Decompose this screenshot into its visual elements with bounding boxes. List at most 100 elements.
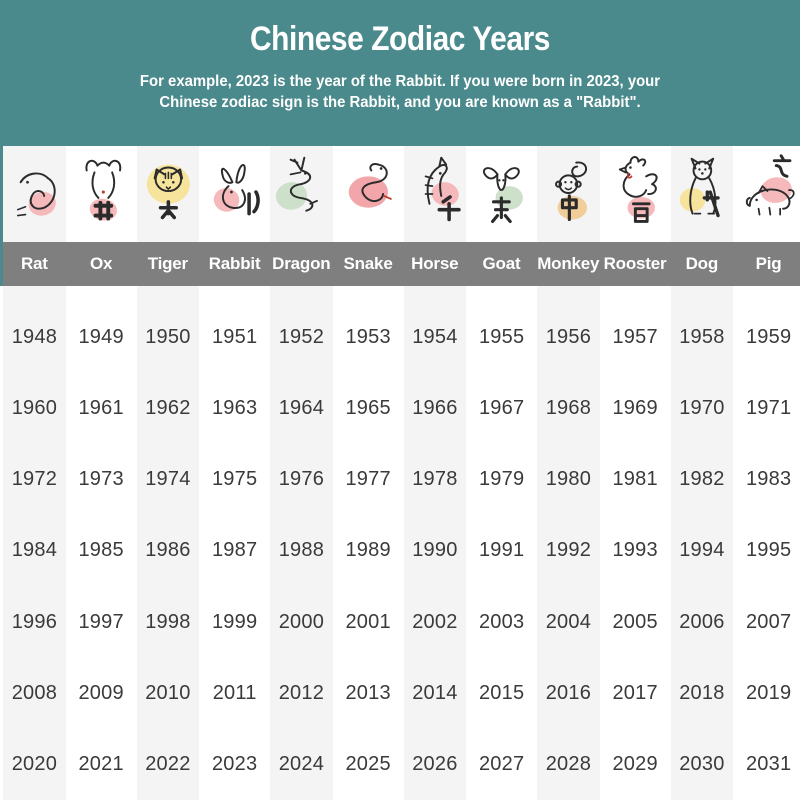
ox-icon [85, 159, 121, 221]
year-cell-rat-2020: 2020 [11, 752, 58, 775]
illustrations-row [0, 146, 800, 242]
year-cell-tiger-1998: 1998 [145, 610, 191, 633]
column-header-rooster: Rooster [603, 254, 667, 273]
year-cell-tiger-1974: 1974 [145, 468, 191, 491]
year-cell-ox-1973: 1973 [78, 468, 124, 491]
year-cell-dragon-1964: 1964 [278, 397, 325, 420]
year-cell-dog-1958: 1958 [679, 326, 725, 349]
column-header-horse: Horse [411, 254, 459, 273]
rooster-icon [618, 156, 658, 223]
zodiac-names-band: Rat Ox Tiger Rabbit Dragon Snake Horse Goat Monk… [0, 242, 800, 286]
year-cell-ox-2009: 2009 [78, 681, 124, 704]
year-cell-horse-2002: 2002 [412, 610, 458, 633]
year-cell-tiger-2022: 2022 [145, 752, 191, 775]
year-cell-rooster-1981: 1981 [612, 468, 658, 491]
year-cell-rooster-2017: 2017 [612, 681, 658, 704]
year-cell-monkey-1956: 1956 [545, 326, 592, 349]
year-cell-rooster-1969: 1969 [612, 397, 658, 420]
year-cell-rat-1972: 1972 [11, 468, 58, 491]
snake-illustration [337, 146, 400, 242]
year-cell-goat-1967: 1967 [478, 397, 525, 420]
snake-year-column: 1953 1965 1977 1989 2001 2013 2025 [337, 286, 400, 800]
year-cell-snake-2025: 2025 [345, 752, 391, 775]
year-cell-rabbit-1987: 1987 [211, 539, 258, 562]
year-cell-rat-1960: 1960 [11, 397, 58, 420]
column-header-goat: Goat [482, 254, 521, 273]
rat-icon [16, 172, 56, 217]
year-cell-dog-1970: 1970 [679, 397, 725, 420]
year-cell-ox-1961: 1961 [78, 397, 124, 420]
rabbit-year-column: 1951 1963 1975 1987 1999 2011 2023 [203, 286, 266, 800]
year-cell-horse-1966: 1966 [412, 397, 458, 420]
goat-illustration [470, 146, 533, 242]
year-cell-pig-2019: 2019 [745, 681, 792, 704]
year-cell-rat-2008: 2008 [11, 681, 58, 704]
year-cell-goat-1955: 1955 [478, 326, 525, 349]
year-cell-monkey-2004: 2004 [545, 610, 592, 633]
year-cell-dragon-2024: 2024 [278, 752, 325, 775]
year-cell-ox-1997: 1997 [78, 610, 124, 633]
ox-year-column: 1949 1961 1973 1985 1997 2009 2021 [70, 286, 133, 800]
year-cell-rooster-1957: 1957 [612, 326, 658, 349]
year-cell-rat-1948: 1948 [11, 326, 58, 349]
year-cell-goat-1979: 1979 [478, 468, 525, 491]
year-cell-dog-1994: 1994 [679, 539, 725, 562]
year-cell-pig-1995: 1995 [745, 539, 792, 562]
year-cell-dragon-1976: 1976 [278, 468, 325, 491]
year-cell-rooster-2005: 2005 [612, 610, 658, 633]
column-header-dog: Dog [685, 254, 719, 273]
year-cell-rabbit-1951: 1951 [211, 326, 258, 349]
snake-icon [348, 163, 392, 208]
subtitle-line-2: Chinese zodiac sign is the Rabbit, and y… [159, 94, 641, 111]
year-cell-pig-1983: 1983 [745, 468, 792, 491]
year-cell-snake-1989: 1989 [345, 539, 391, 562]
rabbit-illustration [203, 146, 266, 242]
year-cell-pig-2031: 2031 [745, 752, 792, 775]
year-cell-snake-1953: 1953 [345, 326, 391, 349]
year-cell-pig-2007: 2007 [745, 610, 792, 633]
column-header-pig: Pig [755, 254, 782, 273]
tiger-illustration [136, 146, 200, 242]
column-header-snake: Snake [343, 254, 393, 273]
year-cell-goat-2003: 2003 [478, 610, 525, 633]
year-cell-goat-2027: 2027 [478, 752, 525, 775]
year-cell-tiger-1962: 1962 [145, 397, 191, 420]
rat-illustration [3, 146, 66, 242]
year-cell-ox-2021: 2021 [78, 752, 124, 775]
year-cell-snake-2001: 2001 [345, 610, 391, 633]
ox-illustration [70, 146, 133, 242]
column-header-tiger: Tiger [147, 254, 188, 273]
year-cell-rat-1984: 1984 [11, 539, 58, 562]
year-cell-tiger-2010: 2010 [145, 681, 191, 704]
goat-icon [483, 167, 524, 224]
year-cell-rabbit-1963: 1963 [211, 397, 258, 420]
pig-icon [746, 154, 795, 216]
year-cell-rabbit-2023: 2023 [211, 752, 258, 775]
rooster-illustration [604, 146, 667, 242]
year-cell-rabbit-1975: 1975 [211, 468, 258, 491]
year-cell-goat-1991: 1991 [478, 539, 525, 562]
year-cell-rabbit-1999: 1999 [211, 610, 258, 633]
year-cell-pig-1971: 1971 [745, 397, 792, 420]
year-cell-monkey-1968: 1968 [545, 397, 592, 420]
goat-year-column: 1955 1967 1979 1991 2003 2015 2027 [470, 286, 533, 800]
dragon-icon [275, 156, 318, 212]
year-cell-dragon-1988: 1988 [278, 539, 325, 562]
years-grid: 1948 1960 1972 1984 1996 2008 2020 1949 1961 1973… [0, 286, 800, 800]
year-cell-monkey-2028: 2028 [545, 752, 592, 775]
year-cell-pig-1959: 1959 [745, 326, 792, 349]
year-cell-horse-1954: 1954 [412, 326, 458, 349]
left-edge-accent [0, 146, 3, 286]
page-title: Chinese Zodiac Years [250, 20, 550, 58]
year-cell-horse-1978: 1978 [412, 468, 458, 491]
dog-year-column: 1958 1970 1982 1994 2006 2018 2030 [670, 286, 734, 800]
dog-icon [679, 157, 720, 218]
column-header-monkey: Monkey [537, 254, 600, 273]
year-cell-monkey-2016: 2016 [545, 681, 592, 704]
year-cell-snake-1965: 1965 [345, 397, 391, 420]
year-cell-tiger-1986: 1986 [145, 539, 191, 562]
year-cell-rooster-2029: 2029 [612, 752, 658, 775]
monkey-illustration [537, 146, 600, 242]
year-cell-snake-1977: 1977 [345, 468, 391, 491]
column-header-dragon: Dragon [272, 254, 331, 273]
